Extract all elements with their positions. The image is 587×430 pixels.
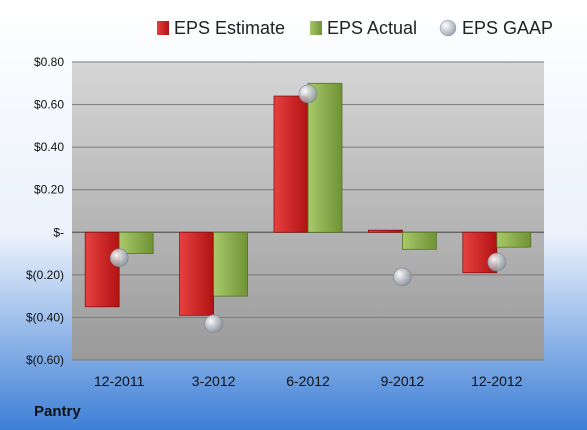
bars xyxy=(84,82,532,316)
x-tick-label: 9-2012 xyxy=(381,373,425,389)
x-tick-label: 6-2012 xyxy=(286,373,330,389)
y-axis-ticks: $0.80 $0.60 $0.40 $0.20 $- $(0.20) $(0.40) $(0.… xyxy=(26,55,64,367)
legend-label-eps-gaap: EPS GAAP xyxy=(462,18,553,38)
legend-label-eps-estimate: EPS Estimate xyxy=(174,18,285,38)
x-tick-label: 12-2011 xyxy=(94,373,145,389)
bar-eps-actual xyxy=(307,82,343,233)
bar-eps-estimate xyxy=(84,231,120,308)
legend-marker-eps-gaap xyxy=(439,19,457,37)
y-tick-label: $(0.60) xyxy=(26,353,64,367)
legend-swatch-eps-actual xyxy=(310,21,322,35)
y-tick-label: $- xyxy=(53,225,64,239)
bar-eps-estimate xyxy=(273,95,309,233)
y-tick-label: $0.40 xyxy=(34,140,64,154)
y-tick-label: $(0.20) xyxy=(26,268,64,282)
eps-gaap-marker xyxy=(109,248,129,268)
eps-gaap-marker xyxy=(204,314,223,334)
y-tick-label: $0.80 xyxy=(34,55,64,69)
legend: EPS Estimate EPS Actual EPS GAAP xyxy=(157,18,553,38)
bar-eps-estimate xyxy=(367,229,403,233)
y-tick-label: $0.60 xyxy=(34,98,64,112)
legend-label-eps-actual: EPS Actual xyxy=(327,18,417,38)
eps-gaap-marker xyxy=(393,267,412,287)
x-axis-ticks: 12-2011 3-2012 6-2012 9-2012 12-2012 xyxy=(94,373,523,389)
eps-gaap-marker xyxy=(298,84,318,104)
x-tick-label: 12-2012 xyxy=(471,373,523,389)
legend-swatch-eps-estimate xyxy=(157,21,169,35)
eps-gaap-marker xyxy=(487,252,507,272)
gaap-markers xyxy=(109,84,507,334)
bar-eps-actual xyxy=(118,231,154,254)
bar-eps-actual xyxy=(496,231,532,248)
bar-eps-estimate xyxy=(179,231,215,316)
bar-eps-actual xyxy=(213,231,249,297)
bar-eps-actual xyxy=(401,231,437,250)
company-name: Pantry xyxy=(34,403,81,420)
y-tick-label: $(0.40) xyxy=(26,310,64,324)
x-tick-label: 3-2012 xyxy=(192,373,236,389)
y-tick-label: $0.20 xyxy=(34,183,64,197)
